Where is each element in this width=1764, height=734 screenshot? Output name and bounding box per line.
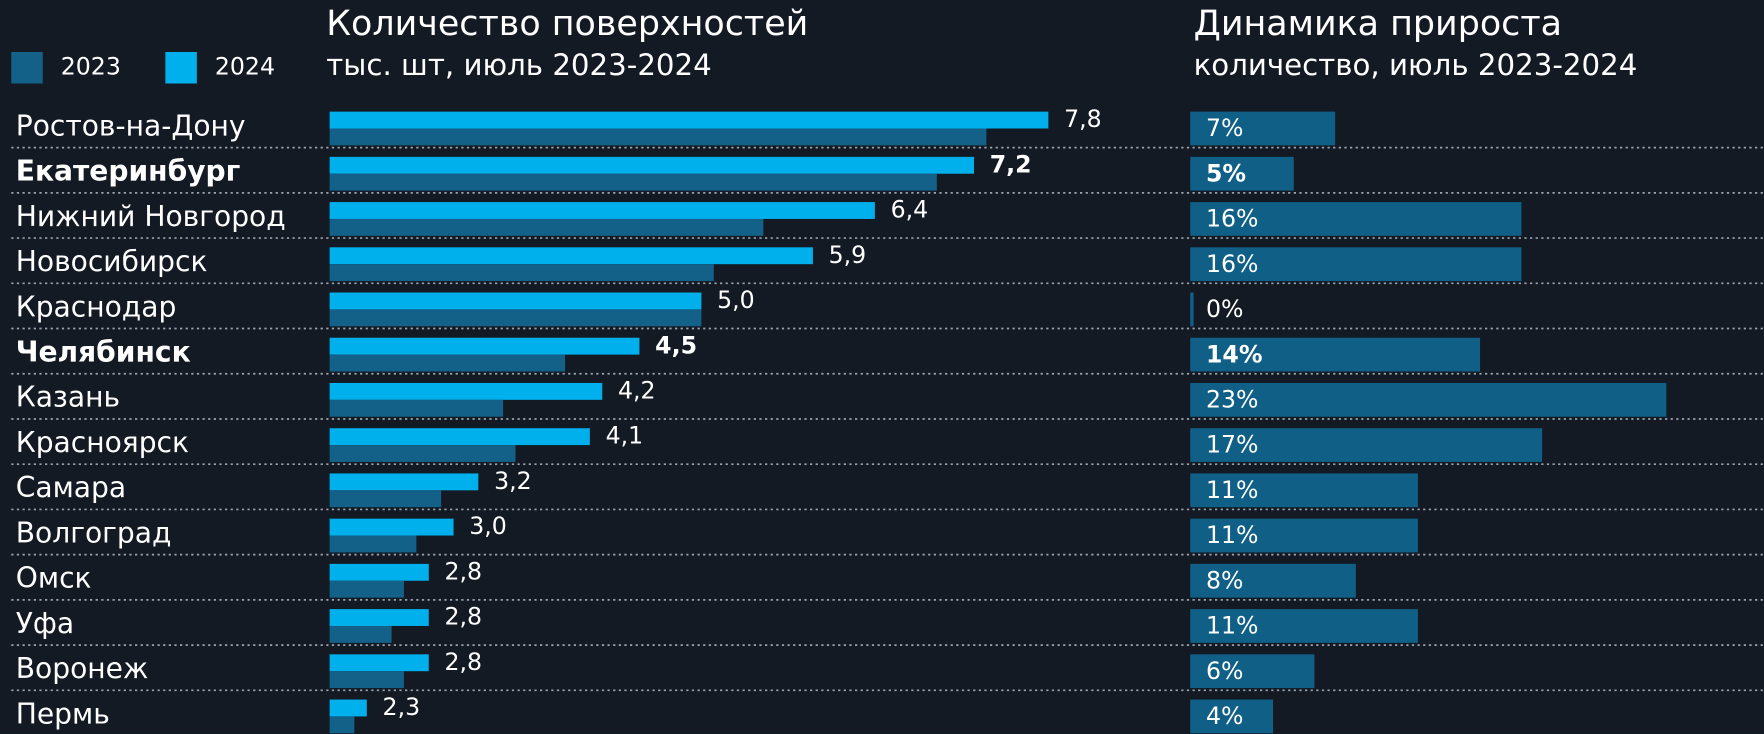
bar-2024 xyxy=(329,156,975,174)
category-label: Красноярск xyxy=(16,426,189,459)
value-label: 4% xyxy=(1206,702,1243,730)
value-label: 0% xyxy=(1206,295,1243,323)
growth-bar xyxy=(1190,156,1294,191)
value-label: 5,0 xyxy=(717,286,755,314)
bar-2023 xyxy=(329,354,566,372)
value-label: 11% xyxy=(1206,476,1258,504)
value-label: 4,5 xyxy=(655,331,697,359)
category-label: Воронеж xyxy=(16,652,149,685)
category-label: Екатеринбург xyxy=(16,155,241,188)
category-label: Пермь xyxy=(16,697,110,730)
bar-2023 xyxy=(329,264,714,282)
growth-bar xyxy=(1190,111,1336,146)
value-label: 7,8 xyxy=(1064,105,1102,133)
bar-2024 xyxy=(329,699,367,717)
category-label: Омск xyxy=(16,562,92,595)
bar-2024 xyxy=(329,428,590,446)
value-label: 8% xyxy=(1206,566,1243,594)
growth-bar xyxy=(1190,473,1418,508)
value-label: 14% xyxy=(1206,340,1263,368)
value-label: 5% xyxy=(1206,159,1246,187)
value-label: 3,0 xyxy=(469,512,507,540)
growth-bar xyxy=(1190,292,1194,327)
value-label: 16% xyxy=(1206,250,1258,278)
growth-bar xyxy=(1190,609,1418,643)
growth-bar xyxy=(1190,518,1418,553)
category-label: Волгоград xyxy=(16,516,172,549)
legend-label: 2023 xyxy=(61,52,121,80)
category-label: Краснодар xyxy=(16,290,177,323)
bar-2023 xyxy=(329,309,702,327)
bar-2023 xyxy=(329,580,404,598)
value-label: 7,2 xyxy=(990,150,1032,178)
value-label: 2,8 xyxy=(445,603,483,631)
category-label: Уфа xyxy=(16,607,74,640)
legend-label: 2024 xyxy=(215,52,275,80)
growth-bar xyxy=(1190,202,1522,236)
growth-bar xyxy=(1190,563,1356,598)
bar-2023 xyxy=(329,445,516,462)
growth-bar xyxy=(1190,382,1667,417)
value-label: 11% xyxy=(1206,521,1258,549)
bar-2023 xyxy=(329,128,987,146)
bar-2023 xyxy=(329,173,937,191)
value-label: 4,2 xyxy=(618,376,656,404)
chart-title: Количество поверхностей xyxy=(326,4,808,44)
chart-subtitle: тыс. шт, июль 2023-2024 xyxy=(326,48,712,82)
bar-2024 xyxy=(329,609,429,626)
value-label: 3,2 xyxy=(494,467,532,495)
bar-2023 xyxy=(329,625,392,643)
bar-2024 xyxy=(329,292,702,310)
bar-2023 xyxy=(329,399,504,417)
value-label: 16% xyxy=(1206,205,1258,233)
category-label: Казань xyxy=(16,381,120,414)
category-label: Челябинск xyxy=(16,336,191,369)
bar-2024 xyxy=(329,382,603,400)
value-label: 2,3 xyxy=(383,693,421,721)
value-label: 2,8 xyxy=(445,557,483,585)
bar-2024 xyxy=(329,111,1049,129)
chart-title: Динамика прироста xyxy=(1194,4,1562,44)
bar-2023 xyxy=(329,716,355,734)
value-label: 17% xyxy=(1206,431,1258,459)
legend-swatch xyxy=(165,52,197,84)
bar-2024 xyxy=(329,247,813,265)
bar-2024 xyxy=(329,473,479,491)
value-label: 5,9 xyxy=(829,241,867,269)
category-label: Ростов-на-Дону xyxy=(16,109,246,142)
legend-swatch xyxy=(11,52,43,84)
growth-bar xyxy=(1190,699,1274,734)
bar-2023 xyxy=(329,535,417,553)
growth-bar xyxy=(1190,337,1481,372)
growth-bar xyxy=(1190,428,1543,462)
value-label: 11% xyxy=(1206,612,1258,640)
bar-2024 xyxy=(329,202,875,219)
bar-2023 xyxy=(329,218,764,236)
value-label: 4,1 xyxy=(606,422,644,450)
chart-subtitle: количество, июль 2023-2024 xyxy=(1194,48,1638,82)
bar-2024 xyxy=(329,654,429,672)
growth-bar xyxy=(1190,247,1522,282)
value-label: 7% xyxy=(1206,114,1243,142)
category-label: Новосибирск xyxy=(16,245,208,278)
value-label: 2,8 xyxy=(445,648,483,676)
bar-2024 xyxy=(329,518,454,536)
bar-2023 xyxy=(329,490,442,508)
value-label: 23% xyxy=(1206,385,1258,413)
bar-2024 xyxy=(329,337,640,355)
growth-bar xyxy=(1190,654,1315,689)
value-label: 6% xyxy=(1206,657,1243,685)
category-label: Нижний Новгород xyxy=(16,200,286,233)
bar-2024 xyxy=(329,563,429,581)
value-label: 6,4 xyxy=(891,196,929,224)
category-label: Самара xyxy=(16,471,126,504)
bar-2023 xyxy=(329,671,404,689)
